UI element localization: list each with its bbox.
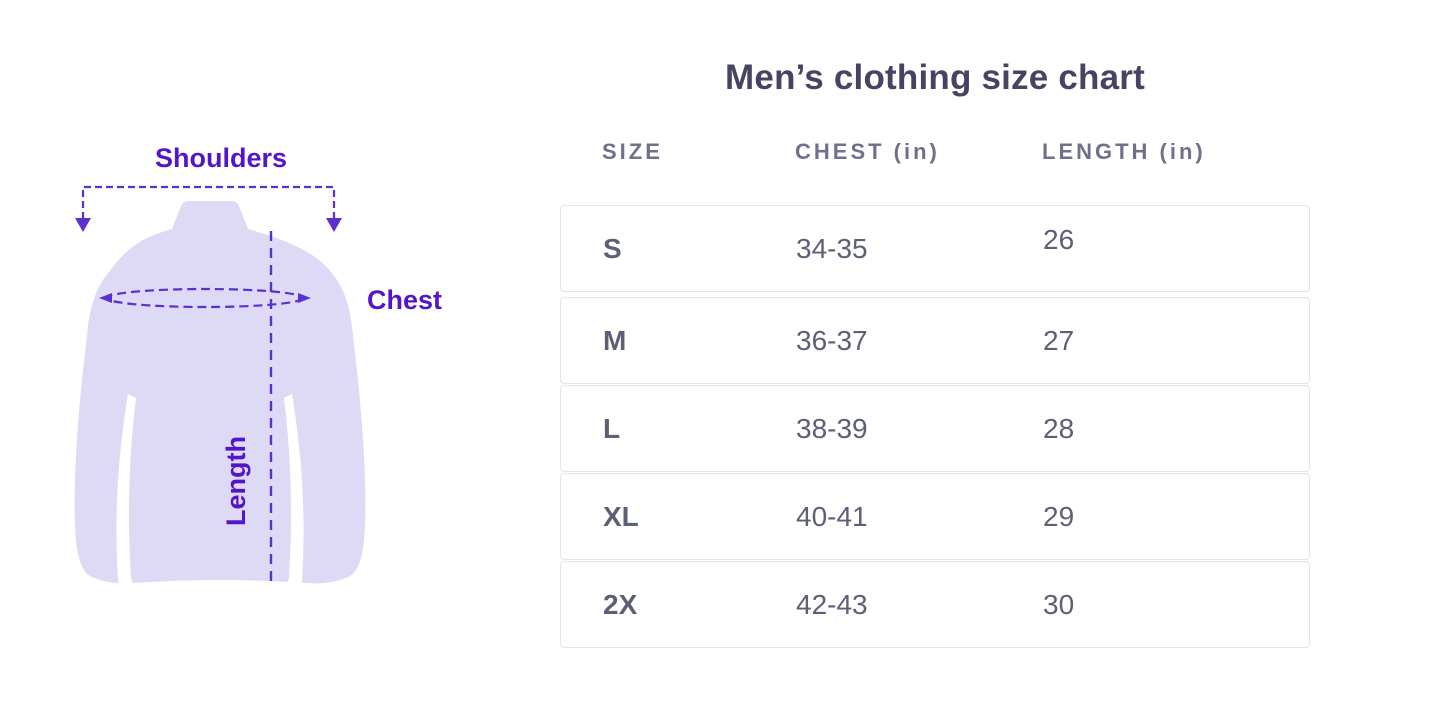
size-cell: XL xyxy=(603,500,639,532)
chest-arrow-right-icon xyxy=(298,293,311,303)
chest-arrow-left-icon xyxy=(99,293,112,303)
length-cell: 26 xyxy=(1043,223,1075,255)
table-header-row: SIZE CHEST (in) LENGTH (in) xyxy=(560,139,1310,165)
left-sleeve-gap xyxy=(116,394,136,592)
chest-cell: 36-37 xyxy=(796,324,868,356)
shirt-measurement-diagram: Shoulders Chest Length xyxy=(74,143,442,592)
length-label: Length xyxy=(221,436,251,526)
size-cell: M xyxy=(603,324,627,356)
table-body: S 34-35 26 M 36-37 27 L 38-39 28 XL 40-4… xyxy=(560,205,1310,649)
table-row-s: S 34-35 26 xyxy=(560,205,1310,292)
length-cell: 29 xyxy=(1043,500,1075,532)
table-row-xl: XL 40-41 29 xyxy=(560,473,1310,560)
length-cell: 27 xyxy=(1043,324,1075,356)
right-sleeve-gap xyxy=(284,394,304,592)
page-title: Men’s clothing size chart xyxy=(725,58,1145,97)
column-header-size: SIZE xyxy=(602,139,663,164)
table-row-m: M 36-37 27 xyxy=(560,297,1310,384)
shoulders-arrow-left-icon xyxy=(75,218,91,232)
chest-cell: 34-35 xyxy=(796,232,868,264)
chest-label: Chest xyxy=(367,285,442,315)
length-cell: 28 xyxy=(1043,412,1075,444)
size-cell: L xyxy=(603,412,621,444)
chest-cell: 40-41 xyxy=(796,500,868,532)
shoulders-bracket-line xyxy=(81,185,336,219)
size-cell: 2X xyxy=(603,588,638,620)
column-header-chest: CHEST (in) xyxy=(795,139,940,164)
shoulders-label: Shoulders xyxy=(155,143,287,173)
chest-cell: 42-43 xyxy=(796,588,868,620)
table-row-l: L 38-39 28 xyxy=(560,385,1310,472)
table-row-2x: 2X 42-43 30 xyxy=(560,561,1310,648)
chest-cell: 38-39 xyxy=(796,412,868,444)
length-cell: 30 xyxy=(1043,588,1075,620)
column-header-length: LENGTH (in) xyxy=(1042,139,1206,164)
size-cell: S xyxy=(603,232,622,264)
shoulders-arrow-right-icon xyxy=(326,218,342,232)
